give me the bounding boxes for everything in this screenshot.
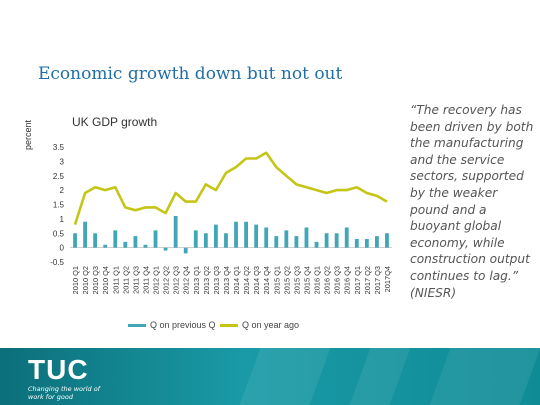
- bar-q-on-previous-q: [234, 221, 238, 248]
- x-tick-label: 2011 Q1: [111, 266, 120, 294]
- x-tick-label: 2011 Q2: [121, 266, 130, 294]
- legend-swatch-bar: [128, 323, 146, 327]
- slide-title: Economic growth down but not out: [38, 64, 343, 84]
- bar-q-on-previous-q: [334, 233, 339, 248]
- bar-q-on-previous-q: [304, 227, 309, 248]
- x-tick-label: 2015 Q4: [302, 266, 311, 294]
- bar-q-on-previous-q: [224, 233, 228, 248]
- x-tick-label: 2011 Q4: [141, 266, 150, 294]
- bar-q-on-previous-q: [284, 230, 289, 248]
- x-tick-label: 2013 Q2: [202, 266, 211, 294]
- y-tick-label: 1: [60, 215, 65, 224]
- line-q-on-year-ago: [73, 151, 388, 225]
- x-tick-label: 2016 Q2: [323, 266, 332, 294]
- x-tick-label: 2014 Q4: [262, 266, 271, 294]
- bar-q-on-previous-q: [264, 227, 269, 248]
- bar-q-on-previous-q: [83, 221, 88, 248]
- x-tick-label: 2015 Q2: [282, 266, 291, 294]
- bar-q-on-previous-q: [314, 241, 319, 248]
- x-tick-label: 2017 Q3: [373, 266, 382, 294]
- bar-q-on-previous-q: [193, 230, 198, 248]
- bar-q-on-previous-q: [213, 224, 218, 248]
- x-tick-label: 2017Q4: [383, 266, 392, 292]
- bar-q-on-previous-q: [133, 236, 138, 248]
- legend-label-bar: Q on previous Q: [150, 320, 216, 330]
- footer-banner: TUC Changing the world of work for good: [0, 348, 540, 405]
- bar-q-on-previous-q: [113, 230, 118, 248]
- y-tick-label: 0: [60, 244, 65, 253]
- x-tick-label: 2014 Q2: [242, 266, 251, 294]
- y-tick-label: 3: [60, 157, 65, 166]
- bar-q-on-previous-q: [103, 244, 108, 248]
- y-tick-label: -0.5: [50, 258, 64, 267]
- x-tick-label: 2013 Q3: [212, 266, 221, 294]
- y-tick-label: 2.5: [53, 172, 65, 181]
- y-tick-label: 2: [60, 186, 65, 195]
- quote-text: “The recovery has been driven by both th…: [410, 103, 534, 300]
- footer-stripe: [239, 348, 331, 405]
- bar-q-on-previous-q: [183, 247, 188, 254]
- x-tick-label: 2014 Q1: [232, 266, 241, 294]
- x-tick-label: 2012 Q4: [182, 266, 191, 294]
- logo-tagline: Changing the world of work for good: [28, 385, 100, 401]
- footer-stripe: [349, 348, 411, 405]
- x-tick-label: 2017 Q1: [353, 266, 362, 294]
- x-tick-label: 2016 Q3: [333, 266, 342, 294]
- legend-label-line: Q on year ago: [242, 320, 300, 330]
- x-tick-label: 2010 Q3: [91, 266, 100, 294]
- x-tick-label: 2014 Q3: [252, 266, 261, 294]
- bar-q-on-previous-q: [73, 233, 77, 248]
- x-tick-label: 2010 Q1: [71, 266, 80, 294]
- x-tick-label: 2012 Q2: [162, 266, 171, 294]
- bar-q-on-previous-q: [324, 233, 329, 248]
- x-tick-label: 2015 Q3: [292, 266, 301, 294]
- chart-title: UK GDP growth: [72, 115, 158, 129]
- bar-q-on-previous-q: [123, 241, 128, 248]
- x-tick-label: 2013 Q1: [192, 266, 201, 294]
- legend-item-line: Q on year ago: [220, 320, 299, 330]
- x-tick-label: 2010 Q2: [81, 266, 90, 294]
- y-tick-label: 3.5: [53, 143, 65, 152]
- bar-q-on-previous-q: [344, 227, 349, 248]
- x-tick-label: 2016 Q1: [313, 266, 322, 294]
- x-tick-label: 2012 Q3: [172, 266, 181, 294]
- legend-item-bar: Q on previous Q: [128, 320, 216, 330]
- bar-q-on-previous-q: [153, 230, 158, 248]
- bar-q-on-previous-q: [173, 216, 178, 248]
- bar-q-on-previous-q: [354, 239, 359, 248]
- legend-swatch-line: [220, 323, 238, 327]
- tuc-logo: TUC: [28, 354, 89, 385]
- x-tick-label: 2012 Q1: [152, 266, 161, 294]
- bar-q-on-previous-q: [254, 224, 259, 248]
- bar-q-on-previous-q: [385, 233, 389, 248]
- bar-q-on-previous-q: [244, 221, 249, 248]
- bar-q-on-previous-q: [93, 233, 98, 248]
- x-tick-label: 2011 Q3: [131, 266, 140, 294]
- x-tick-label: 2017 Q2: [363, 266, 372, 294]
- x-tick-label: 2016 Q4: [343, 266, 352, 294]
- bar-q-on-previous-q: [374, 236, 379, 248]
- x-tick-label: 2013 Q4: [222, 266, 231, 294]
- x-tick-label: 2015 Q1: [272, 266, 281, 294]
- bar-q-on-previous-q: [364, 239, 369, 248]
- x-tick-label: 2010 Q4: [101, 266, 110, 294]
- y-tick-label: 0.5: [53, 229, 65, 238]
- footer-stripe: [429, 348, 540, 405]
- y-tick-label: 1.5: [53, 201, 65, 210]
- bar-q-on-previous-q: [203, 233, 208, 248]
- bar-q-on-previous-q: [274, 236, 279, 248]
- bar-q-on-previous-q: [294, 236, 299, 248]
- bar-q-on-previous-q: [143, 244, 148, 248]
- bar-q-on-previous-q: [163, 247, 168, 251]
